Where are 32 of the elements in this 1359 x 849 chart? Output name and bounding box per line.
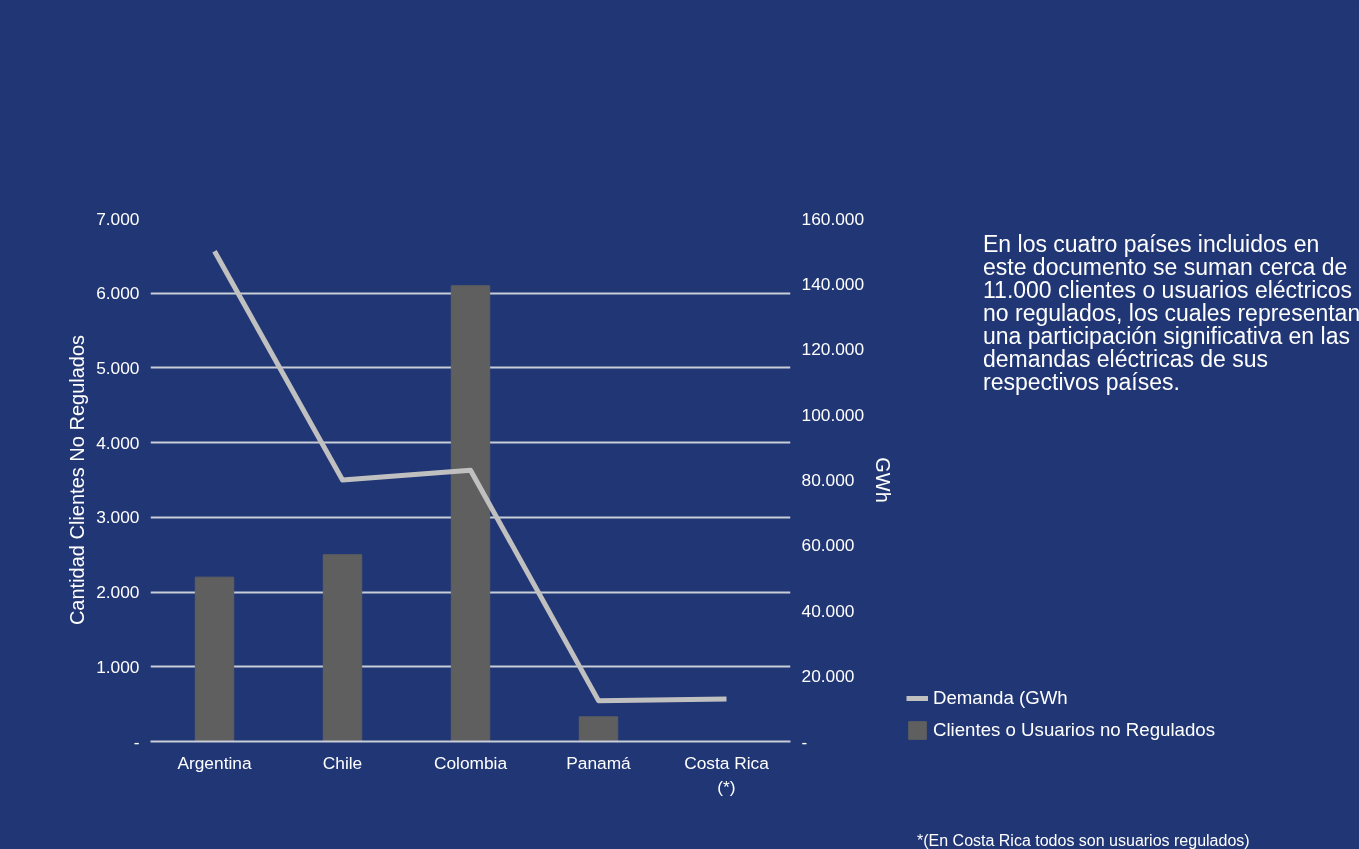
- text: *(En Costa Rica todos son usuarios regulados): [917, 831, 1250, 849]
- y-tick-label: 4.000: [96, 432, 140, 453]
- y2-tick-label: 40.000: [801, 600, 855, 621]
- y-tick-label: 6.000: [96, 283, 140, 304]
- y2-tick-label: 20.000: [801, 666, 855, 687]
- y-tick-label: 3.000: [96, 507, 140, 528]
- y-axis-title: Cantidad Clientes No Regulados: [66, 334, 89, 626]
- bar: [194, 576, 235, 742]
- y2-axis-title: GWh: [872, 457, 895, 503]
- y-tick-label: 5.000: [96, 357, 140, 378]
- y-tick-label: 7.000: [96, 208, 140, 229]
- y2-tick-label: 100.000: [801, 404, 865, 425]
- x-tick-label: Panamá: [566, 752, 632, 773]
- y-tick-label: -: [133, 731, 140, 752]
- legend-label: Demanda (GWh: [932, 687, 1068, 709]
- bar: [578, 716, 619, 742]
- x-tick-label: Chile: [322, 752, 363, 773]
- text: En los cuatro países incluidos en este documento se suman cerca de 11.000 clientes o usuarios eléctricos no regulados, los cuales representan una participación significativa en las demandas eléctricas de sus respectivos países.: [983, 231, 1359, 395]
- x-tick-label: Colombia: [433, 752, 508, 773]
- x-tick-label: Costa Rica (*): [684, 752, 770, 797]
- y2-tick-label: 160.000: [801, 208, 865, 229]
- legend-label: Clientes o Usuarios no Regulados: [932, 719, 1216, 741]
- y2-tick-label: 120.000: [801, 339, 865, 360]
- y-tick-label: 2.000: [96, 582, 140, 603]
- y2-tick-label: -: [801, 731, 808, 752]
- y-tick-label: 1.000: [96, 656, 140, 677]
- bar: [450, 285, 491, 742]
- y2-tick-label: 140.000: [801, 273, 865, 294]
- x-tick-label: Argentina: [177, 752, 252, 773]
- y2-tick-label: 80.000: [801, 470, 855, 490]
- bar: [322, 554, 363, 742]
- y2-tick-label: 60.000: [801, 535, 855, 556]
